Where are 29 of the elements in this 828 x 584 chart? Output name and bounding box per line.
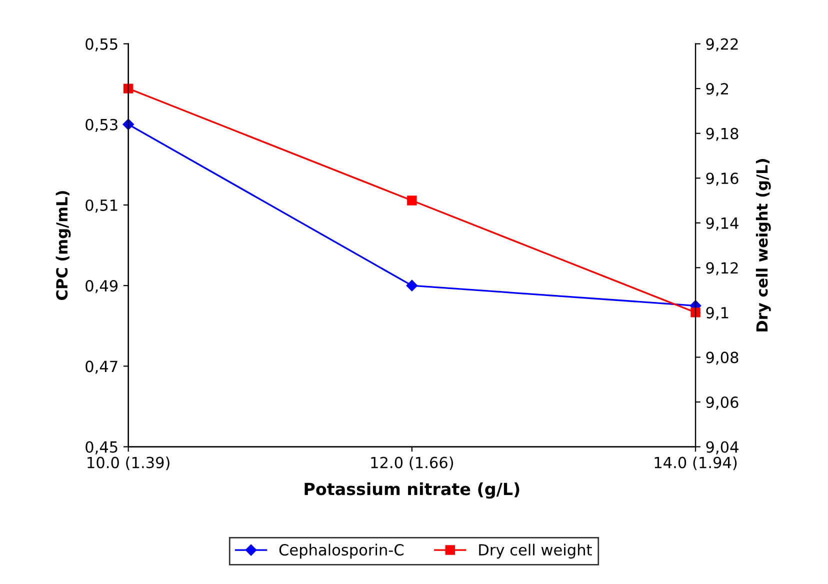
y-tick-label: 0,55: [86, 38, 118, 52]
y2-tick-label: 9,18: [706, 128, 738, 141]
x-tick-label: 14.0 (1.94): [654, 456, 737, 470]
point: [407, 196, 417, 206]
y2-tick-label: 9,08: [706, 352, 738, 365]
y2-tick-label: 9,22: [706, 38, 738, 52]
y2-tick-label: 9,1: [706, 306, 728, 320]
y2-tick-label: 9,16: [706, 172, 738, 186]
y2-tick-label: 9,2: [706, 83, 728, 96]
x-axis-title: Potassium nitrate (g/L): [304, 482, 520, 499]
point: [406, 280, 418, 292]
legend-label: Cephalosporin-C: [279, 544, 404, 559]
y-tick-label: 0,45: [86, 441, 118, 454]
y-tick-label: 0,53: [86, 118, 118, 132]
y-tick-label: 0,49: [86, 280, 118, 294]
point: [123, 84, 134, 94]
legend-label: Dry cell weight: [479, 544, 592, 559]
y2-axis-title: Dry cell weight (g/L): [756, 159, 771, 332]
y2-tick-label: 9,06: [706, 396, 738, 410]
x-tick-label: 10.0 (1.39): [88, 456, 170, 470]
point: [122, 118, 134, 130]
y2-tick-label: 9,14: [706, 217, 738, 230]
y2-tick-label: 9,04: [706, 441, 738, 454]
x-tick-label: 12.0 (1.66): [371, 456, 454, 470]
point: [690, 308, 700, 318]
y-tick-label: 0,51: [86, 199, 118, 213]
y2-tick-label: 9,12: [706, 262, 738, 276]
y-axis-title: CPC (mg/mL): [56, 191, 71, 300]
y-tick-label: 0,47: [86, 360, 118, 374]
